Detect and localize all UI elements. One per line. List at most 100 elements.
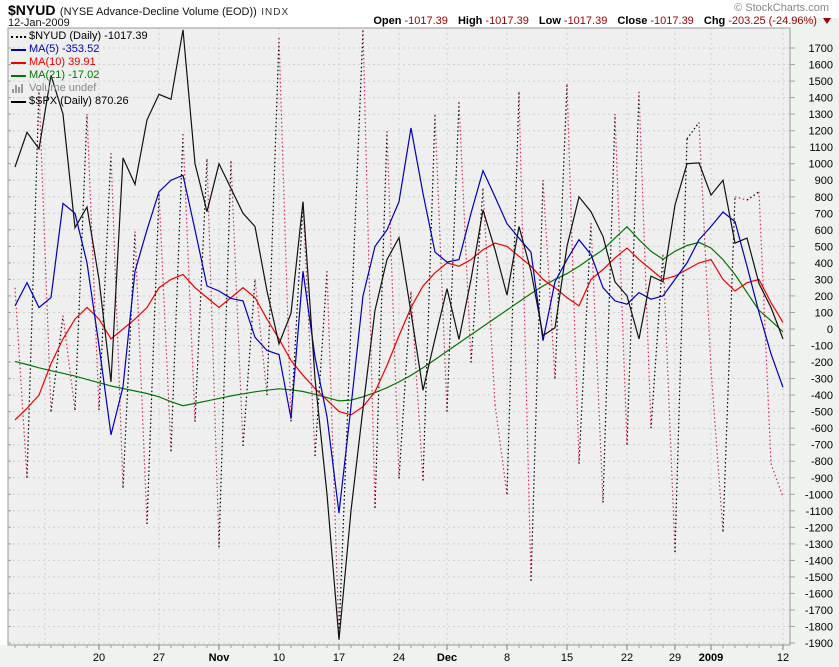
legend-item-ma5: MA(5) -353.52 [11, 43, 148, 56]
chart-date: 12-Jan-2009 [8, 17, 70, 29]
y-tick-label: -300 [811, 374, 833, 386]
y-tick-label: -1100 [806, 506, 833, 518]
y-tick-label: 0 [827, 324, 833, 336]
legend-item-ma21-label: MA(21) -17.02 [29, 69, 100, 81]
y-tick-label: -200 [811, 357, 833, 369]
legend-item-ma10: MA(10) 39.91 [11, 56, 148, 69]
y-tick-label: -700 [811, 440, 833, 452]
y-tick-label: 500 [815, 241, 833, 253]
y-tick-label: -1000 [805, 489, 833, 501]
x-tick-label: Dec [437, 652, 457, 664]
chart-title: $NYUD (NYSE Advance-Decline Volume (EOD)… [8, 2, 289, 20]
y-tick-label: -1300 [805, 539, 833, 551]
y-tick-label: -1700 [805, 605, 833, 617]
ma10-line-line-icon [11, 61, 26, 64]
gridlines [8, 28, 790, 645]
spx-line-line-icon [11, 100, 26, 103]
index-tag: INDX [261, 7, 290, 18]
y-tick-label: -1800 [805, 622, 833, 634]
legend-item-nyud-label: $NYUD (Daily) -1017.39 [29, 30, 148, 42]
y-tick-label: -1500 [805, 572, 833, 584]
high-value: -1017.39 [485, 15, 529, 27]
low-value: -1017.39 [563, 15, 608, 27]
y-tick-label: 1400 [809, 93, 833, 105]
ohlc-quote-bar: Open -1017.39 High -1017.39 Low -1017.39 Cl… [366, 15, 831, 27]
x-tick-label: 22 [621, 652, 633, 664]
y-tick-label: -600 [811, 423, 833, 435]
y-tick-label: -100 [811, 341, 833, 353]
legend-item-ma21: MA(21) -17.02 [11, 69, 148, 82]
open-label: Open [373, 15, 402, 27]
x-tick-label: 27 [153, 652, 165, 664]
legend-item-nyud: $NYUD (Daily) -1017.39 [11, 30, 148, 43]
series-ma-21--line [14, 225, 784, 407]
high-label: High [457, 15, 483, 27]
x-tick-label: 17 [333, 652, 345, 664]
nyud-dotted-line-icon [11, 35, 26, 38]
series-ma-5--line [14, 127, 784, 514]
x-axis-strip [0, 645, 790, 667]
y-tick-label: 600 [815, 225, 833, 237]
y-axis-strip [790, 18, 839, 667]
series-ma-10--line [14, 242, 784, 421]
y-tick-label: 1500 [809, 76, 833, 88]
symbol-fullname: (NYSE Advance-Decline Volume (EOD)) [59, 6, 257, 18]
y-tick-label: 1200 [809, 126, 833, 138]
volume-volume-bars-icon [11, 84, 26, 93]
close-value: -1017.39 [650, 15, 694, 27]
y-tick-label: 800 [815, 192, 833, 204]
y-tick-label: 1600 [809, 60, 833, 72]
x-tick-label: 15 [561, 652, 573, 664]
plot-legend: $NYUD (Daily) -1017.39 MA(5) -353.52 MA(10… [11, 30, 148, 108]
x-tick-label: 29 [669, 652, 681, 664]
y-axis-labels: -1900 -1800 -1700 -1600 -1500 -1400 -1300 -1200… [8, 43, 833, 650]
legend-item-volume-label: Volume undef [29, 82, 97, 94]
y-tick-label: -800 [811, 456, 833, 468]
stockcharts-watermark: © StockCharts.com [734, 2, 829, 14]
x-tick-label: 12 [777, 652, 789, 664]
y-tick-label: -1200 [805, 522, 833, 534]
y-tick-label: 100 [815, 308, 833, 320]
ma5-line-line-icon [11, 48, 26, 51]
y-tick-label: 300 [815, 274, 833, 286]
y-tick-label: 1000 [809, 159, 833, 171]
ma21-line-line-icon [11, 74, 26, 77]
y-tick-label: 400 [815, 258, 833, 270]
series-nyud-dotted-line [14, 29, 784, 637]
chg-down-arrow-icon [823, 18, 831, 24]
x-tick-label: Nov [209, 652, 231, 664]
legend-item-ma10-label: MA(10) 39.91 [29, 56, 96, 68]
open-value: -1017.39 [404, 15, 448, 27]
series-lines [14, 29, 784, 640]
y-tick-label: 1100 [809, 142, 833, 154]
legend-item-spx-label: $SPX (Daily) 870.26 [29, 95, 129, 107]
symbol-label: $NYUD [8, 2, 56, 18]
x-tick-label: 8 [504, 652, 510, 664]
y-tick-label: -1900 [805, 638, 833, 650]
chg-label: Chg [703, 15, 726, 27]
low-label: Low [538, 15, 561, 27]
legend-item-volume: Volume undef [11, 82, 148, 95]
chg-value: -203.25 (-24.96%) [728, 15, 817, 27]
close-label: Close [617, 15, 648, 27]
y-tick-label: -1400 [805, 555, 833, 567]
y-tick-label: -500 [811, 407, 833, 419]
y-tick-label: 900 [815, 175, 833, 187]
x-tick-label: 2009 [699, 652, 723, 664]
y-tick-label: 200 [815, 291, 833, 303]
x-tick-label: 10 [273, 652, 285, 664]
y-tick-label: 1700 [809, 43, 833, 55]
x-tick-label: 24 [393, 652, 405, 664]
series--spx-daily-rescaled--line [14, 29, 784, 640]
x-tick-label: 20 [93, 652, 105, 664]
x-axis-labels: 20 27 Nov 10 17 24 Dec 8 15 22 29 2009 12 [14, 645, 789, 664]
y-tick-label: 700 [815, 208, 833, 220]
y-tick-label: 1300 [809, 109, 833, 121]
legend-item-ma5-label: MA(5) -353.52 [29, 43, 100, 55]
y-tick-label: -400 [811, 390, 833, 402]
legend-item-spx: $SPX (Daily) 870.26 [11, 95, 148, 108]
y-tick-label: -1600 [805, 588, 833, 600]
y-tick-label: -900 [811, 473, 833, 485]
